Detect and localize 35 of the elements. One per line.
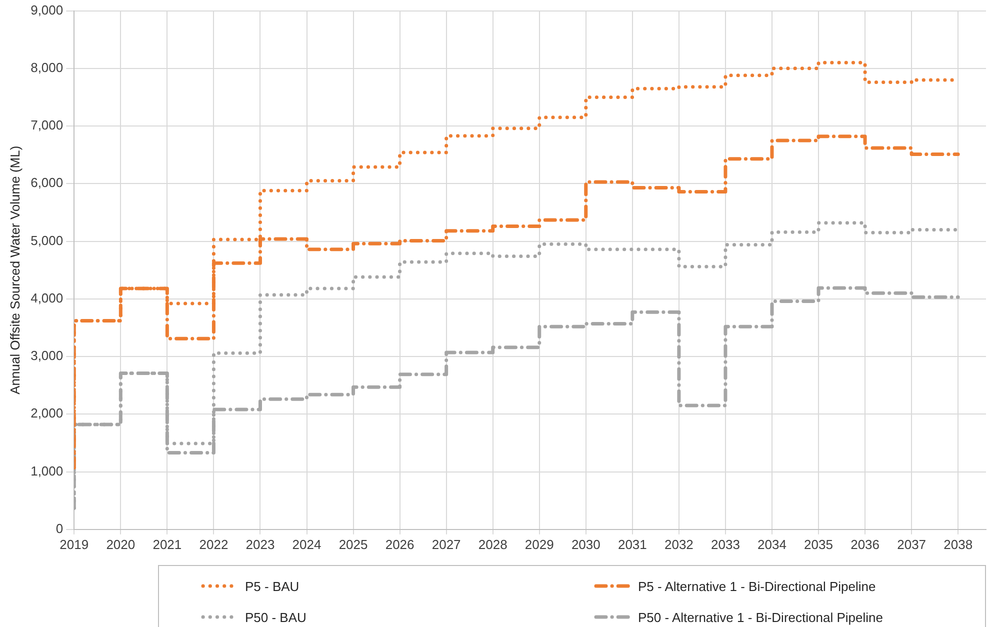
y-tick-label: 4,000	[30, 290, 64, 306]
y-tick-label: 1,000	[30, 463, 64, 478]
x-tick-label: 2024	[292, 536, 322, 552]
x-tick-label: 2027	[432, 536, 461, 552]
x-tick-label: 2023	[246, 536, 275, 552]
x-tick-label: 2036	[850, 536, 880, 552]
y-tick-label: 9,000	[30, 2, 64, 18]
y-axis-title: Annual Offsite Sourced Water Volume (ML)	[7, 146, 22, 394]
x-tick-label: 2028	[478, 536, 508, 552]
x-tick-label: 2026	[385, 536, 414, 552]
x-tick-label: 2035	[804, 536, 833, 552]
y-tick-label: 6,000	[30, 175, 64, 190]
legend-label: P50 - BAU	[245, 610, 306, 624]
x-tick-label: 2029	[524, 536, 554, 552]
legend-label: P5 - Alternative 1 - Bi-Directional Pipeline	[638, 578, 876, 594]
y-tick-label: 0	[56, 520, 64, 536]
y-tick-label: 8,000	[30, 60, 64, 75]
y-tick-label: 7,000	[30, 118, 64, 133]
x-tick-label: 2032	[664, 536, 694, 552]
x-tick-label: 2020	[106, 536, 136, 552]
y-tick-label: 2,000	[30, 406, 64, 421]
x-tick-label: 2019	[60, 536, 89, 552]
x-tick-label: 2031	[618, 536, 647, 552]
x-tick-label: 2033	[711, 536, 740, 552]
legend-label: P50 - Alternative 1 - Bi-Directional Pipeline	[638, 610, 883, 624]
x-tick-label: 2030	[571, 536, 600, 552]
y-tick-label: 5,000	[30, 232, 64, 248]
x-tick-label: 2022	[199, 536, 228, 552]
legend-label: P5 - BAU	[245, 578, 300, 594]
x-tick-label: 2034	[758, 536, 786, 552]
x-tick-label: 2037	[897, 536, 926, 552]
x-tick-label: 2038	[944, 536, 973, 552]
x-tick-label: 2025	[338, 536, 368, 552]
x-tick-label: 2021	[152, 536, 182, 552]
y-tick-label: 3,000	[30, 348, 64, 364]
